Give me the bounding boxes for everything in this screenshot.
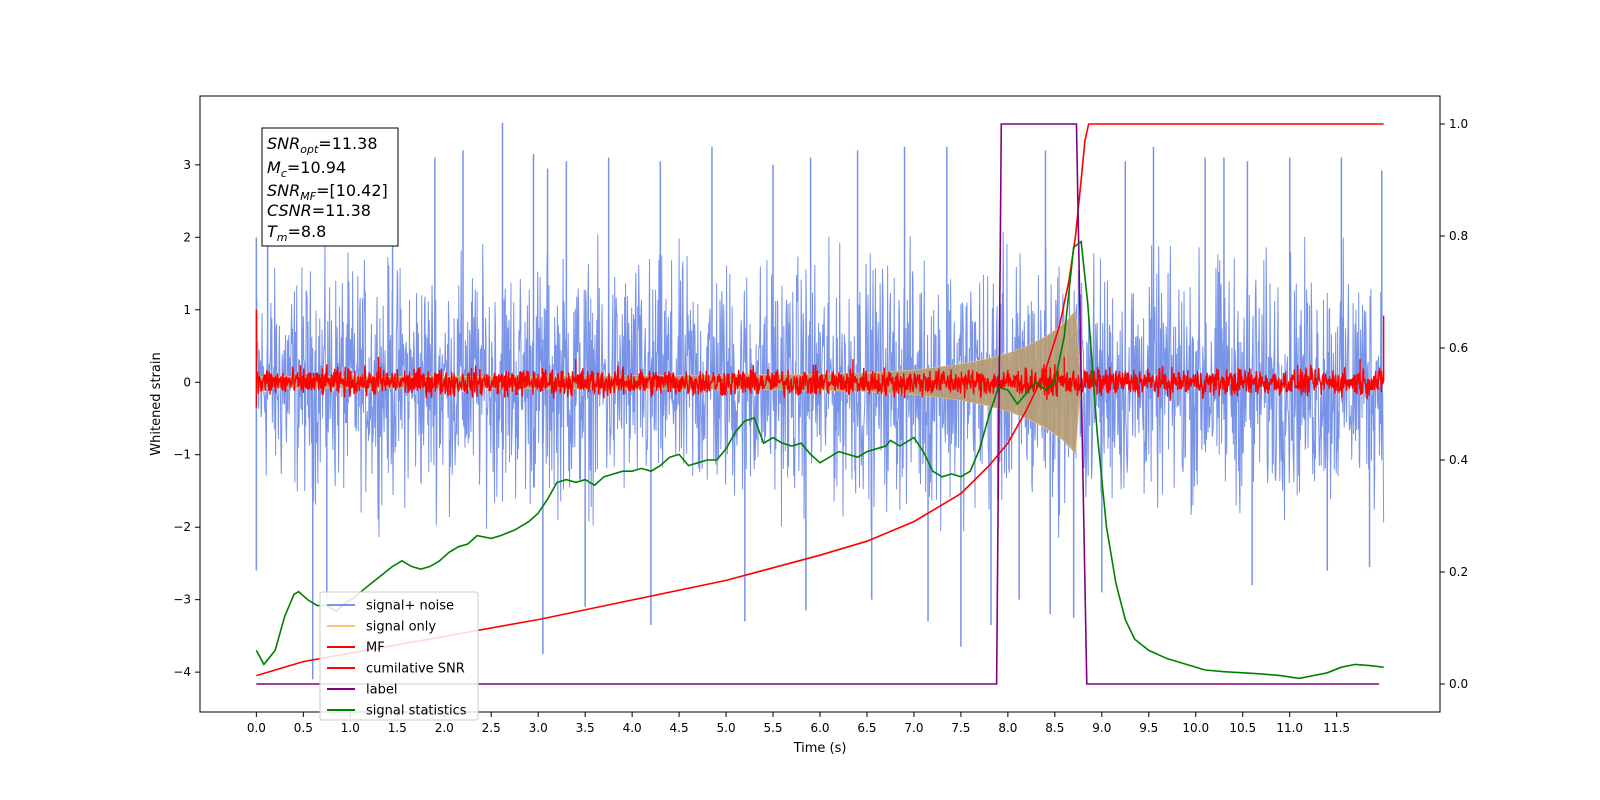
y2-tick-label: 0.0 [1449,677,1468,691]
annotation-line-snr-opt: SNRopt=11.38 [267,134,378,156]
annotation-line-tm: Tm=8.8 [267,222,326,244]
y-tick-label: 2 [183,230,191,244]
series-signal-noise [255,231,1385,538]
y2-tick-label: 0.6 [1449,341,1468,355]
legend-label: signal+ noise [366,599,454,614]
y2-tick-label: 0.4 [1449,453,1468,467]
y2-tick-label: 0.8 [1449,229,1468,243]
annotation-box: SNRopt=11.38 Mc=10.94 SNRMF=[10.42] CSNR… [261,127,399,247]
x-tick-label: 4.5 [670,721,689,735]
y-axis-left: −4 −3 −2 −1 0 1 2 3 [173,158,200,679]
legend-label: cumilative SNR [366,662,465,677]
x-tick-label: 1.0 [341,721,360,735]
y-tick-label: −1 [173,448,191,462]
x-tick-label: 10.0 [1182,721,1209,735]
x-tick-label: 2.5 [482,721,501,735]
x-tick-label: 5.0 [717,721,736,735]
x-tick-label: 0.5 [294,721,313,735]
x-tick-label: 8.5 [1045,721,1064,735]
legend: signal+ noise signal only MF cumilative SNR… [319,591,479,721]
x-axis-label: Time (s) [793,741,847,756]
series-mf [255,364,1385,402]
y2-tick-label: 1.0 [1449,117,1468,131]
x-tick-label: 1.5 [388,721,407,735]
series-label [256,123,1379,685]
annotation-line-snr-mf: SNRMF=[10.42] [267,181,388,203]
y-tick-label: 1 [183,303,191,317]
legend-label: label [366,683,397,698]
y-tick-label: −4 [173,665,191,679]
y-tick-label: 0 [183,375,191,389]
y-axis-label: Whitened strain [149,352,164,455]
x-tick-label: 7.0 [904,721,923,735]
series-mf-spikes [255,309,1385,408]
x-tick-label: 7.5 [951,721,970,735]
y2-tick-label: 0.2 [1449,565,1468,579]
annotation-line-csnr: CSNR=11.38 [267,201,371,220]
x-tick-label: 6.5 [857,721,876,735]
x-tick-label: 8.0 [998,721,1017,735]
x-tick-label: 9.0 [1092,721,1111,735]
x-tick-label: 3.0 [529,721,548,735]
x-tick-label: 6.0 [810,721,829,735]
x-tick-label: 2.0 [435,721,454,735]
x-tick-label: 10.5 [1229,721,1256,735]
x-tick-label: 3.5 [576,721,595,735]
x-tick-label: 5.5 [763,721,782,735]
y-axis-right: 0.0 0.2 0.4 0.6 0.8 1.0 [1440,117,1468,691]
y-tick-label: −3 [173,593,191,607]
x-axis: 0.0 0.5 1.0 1.5 2.0 2.5 3.0 3.5 4.0 4.5 5.0 5.5 6.0 6… [247,712,1350,735]
x-tick-label: 11.5 [1323,721,1350,735]
legend-label: signal only [366,620,436,635]
x-tick-label: 0.0 [247,721,266,735]
legend-label: signal statistics [366,704,467,719]
annotation-line-mc: Mc=10.94 [267,158,346,180]
x-tick-label: 9.5 [1139,721,1158,735]
y-tick-label: 3 [183,158,191,172]
series-signal-statistics [255,240,1384,680]
series-layer [255,122,1385,685]
legend-label: MF [366,641,385,656]
y-tick-label: −2 [173,520,191,534]
x-tick-label: 11.0 [1276,721,1303,735]
x-tick-label: 4.0 [623,721,642,735]
